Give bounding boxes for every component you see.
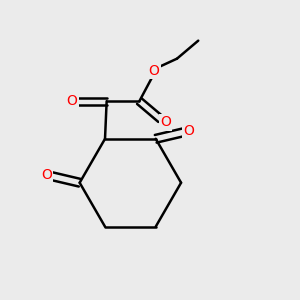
Text: O: O [41,167,52,182]
Text: O: O [149,64,160,78]
Text: O: O [183,124,194,138]
Text: O: O [160,116,171,129]
Text: O: O [67,94,77,107]
